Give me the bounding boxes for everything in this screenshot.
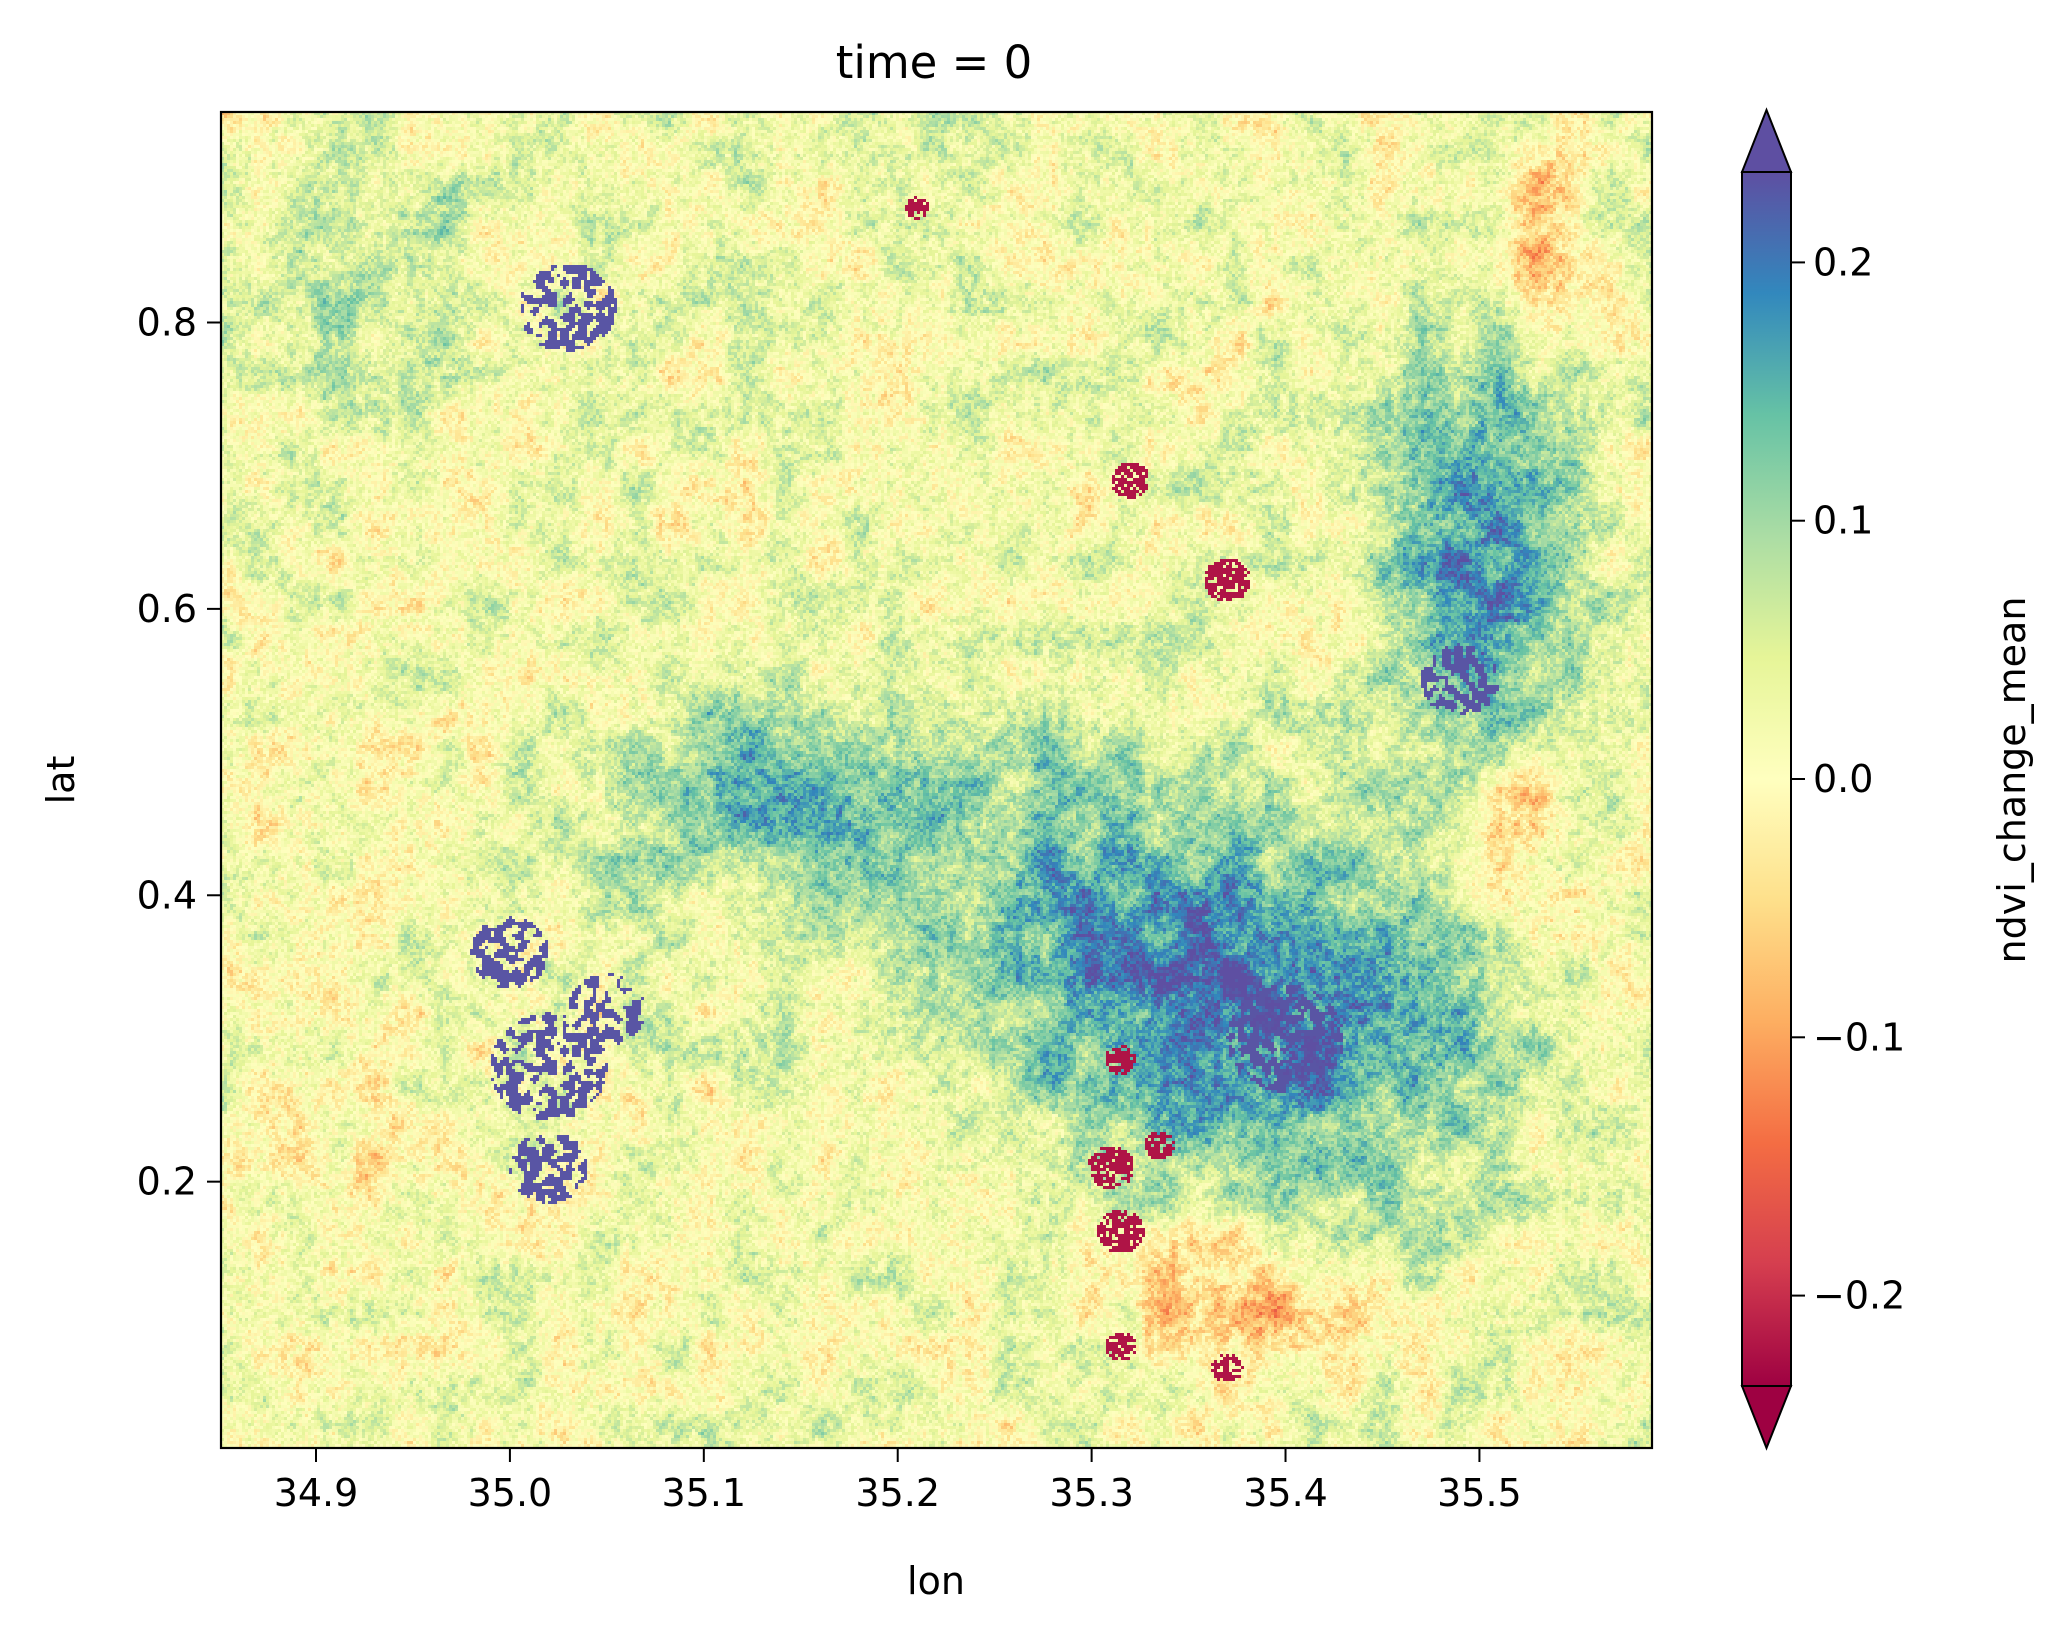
colorbar-extend-min — [1740, 1385, 1793, 1451]
colorbar-label: ndvi_change_mean — [1990, 597, 2034, 964]
y-tick-label: 0.8 — [137, 300, 197, 344]
x-tick-label: 35.2 — [855, 1471, 940, 1515]
colorbar-tick-label: 0.2 — [1813, 240, 1873, 284]
y-tick-label: 0.4 — [137, 873, 197, 917]
colorbar-tick-label: 0.0 — [1813, 757, 1873, 801]
colorbar-body — [1741, 171, 1792, 1387]
x-tick-label: 35.5 — [1437, 1471, 1522, 1515]
y-axis: 0.2 0.4 0.6 0.8 — [137, 300, 221, 1204]
x-tick-label: 35.1 — [662, 1471, 747, 1515]
colorbar-tick-label: −0.2 — [1813, 1274, 1905, 1318]
chart-title: time = 0 — [836, 36, 1033, 89]
colorbar-tick-label: 0.1 — [1813, 499, 1873, 543]
y-tick-label: 0.6 — [137, 587, 197, 631]
colorbar-ticks: −0.2 −0.1 0.0 0.1 0.2 — [1791, 240, 1905, 1318]
colorbar: −0.2 −0.1 0.0 0.1 0.2 — [1740, 107, 1905, 1451]
x-tick-label: 35.4 — [1243, 1471, 1328, 1515]
heatmap-canvas — [221, 112, 1652, 1448]
colorbar-extend-max — [1740, 107, 1793, 173]
heatmap — [219, 110, 1654, 1450]
y-axis-label: lat — [39, 756, 83, 805]
x-tick-label: 35.3 — [1049, 1471, 1134, 1515]
x-tick-label: 34.9 — [274, 1471, 359, 1515]
plot-frame — [219, 110, 1654, 1450]
x-tick-label: 35.0 — [468, 1471, 553, 1515]
x-axis-label: lon — [907, 1559, 965, 1603]
x-axis: 34.9 35.0 35.1 35.2 35.3 35.4 35.5 — [274, 1448, 1522, 1515]
colorbar-tick-label: −0.1 — [1813, 1015, 1905, 1059]
y-tick-label: 0.2 — [137, 1160, 197, 1204]
